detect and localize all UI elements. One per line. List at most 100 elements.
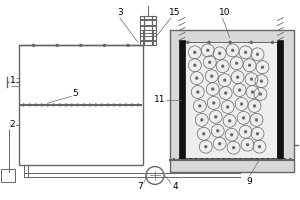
Circle shape: [239, 158, 242, 161]
Circle shape: [212, 158, 214, 161]
Bar: [140, 16, 156, 45]
Circle shape: [278, 158, 280, 161]
Circle shape: [244, 51, 247, 54]
Circle shape: [223, 79, 226, 82]
Text: 4: 4: [172, 182, 178, 191]
Circle shape: [248, 64, 251, 67]
Circle shape: [261, 66, 264, 69]
Circle shape: [272, 158, 275, 161]
Text: 5: 5: [73, 89, 78, 98]
Circle shape: [258, 145, 261, 148]
Circle shape: [184, 158, 186, 161]
Circle shape: [246, 143, 249, 146]
Circle shape: [103, 44, 106, 47]
Circle shape: [216, 129, 219, 132]
Circle shape: [284, 158, 286, 161]
Circle shape: [214, 115, 217, 118]
Circle shape: [200, 118, 203, 121]
Circle shape: [229, 41, 232, 44]
Circle shape: [113, 104, 115, 106]
Circle shape: [40, 104, 43, 106]
Circle shape: [234, 158, 236, 161]
Bar: [19, 45, 143, 165]
Circle shape: [251, 91, 254, 94]
Circle shape: [22, 104, 25, 106]
Circle shape: [260, 80, 263, 83]
Circle shape: [64, 104, 67, 106]
Circle shape: [89, 104, 91, 106]
Text: 1: 1: [10, 76, 16, 85]
Circle shape: [146, 167, 164, 184]
Circle shape: [271, 41, 274, 44]
Circle shape: [212, 101, 215, 104]
Circle shape: [178, 158, 181, 161]
Circle shape: [211, 88, 214, 91]
Text: 15: 15: [169, 8, 181, 17]
Circle shape: [217, 158, 219, 161]
Circle shape: [245, 158, 247, 161]
Circle shape: [58, 104, 61, 106]
Text: 9: 9: [247, 177, 252, 186]
Text: 3: 3: [117, 8, 123, 17]
Circle shape: [230, 133, 233, 136]
Circle shape: [125, 104, 127, 106]
Circle shape: [196, 91, 199, 94]
Circle shape: [242, 116, 245, 119]
Circle shape: [195, 158, 197, 161]
Circle shape: [208, 61, 211, 64]
Circle shape: [28, 104, 31, 106]
Circle shape: [256, 53, 259, 56]
Text: 11: 11: [154, 95, 166, 104]
Circle shape: [202, 132, 205, 135]
Circle shape: [224, 92, 227, 95]
Text: 7: 7: [137, 182, 143, 191]
Circle shape: [259, 93, 262, 96]
Circle shape: [79, 44, 82, 47]
Circle shape: [256, 158, 258, 161]
Circle shape: [198, 104, 201, 107]
Circle shape: [173, 158, 175, 161]
Circle shape: [238, 89, 241, 92]
Circle shape: [240, 102, 243, 105]
Circle shape: [236, 76, 239, 79]
Circle shape: [127, 44, 130, 47]
Text: 10: 10: [219, 8, 230, 17]
Circle shape: [52, 104, 55, 106]
Circle shape: [244, 130, 247, 133]
Circle shape: [200, 158, 203, 161]
Circle shape: [250, 158, 253, 161]
Circle shape: [206, 49, 209, 52]
Circle shape: [95, 104, 97, 106]
Circle shape: [267, 158, 269, 161]
Circle shape: [231, 49, 234, 52]
Circle shape: [208, 41, 211, 44]
Circle shape: [186, 41, 189, 44]
Circle shape: [235, 62, 238, 65]
Circle shape: [261, 158, 264, 161]
Circle shape: [218, 142, 221, 145]
Circle shape: [250, 78, 253, 81]
Circle shape: [82, 104, 85, 106]
Bar: [278, 40, 284, 160]
Circle shape: [218, 52, 221, 55]
Text: 2: 2: [10, 120, 16, 129]
Circle shape: [32, 44, 35, 47]
Circle shape: [195, 77, 198, 80]
Circle shape: [46, 104, 49, 106]
Circle shape: [223, 158, 225, 161]
Circle shape: [250, 41, 253, 44]
Circle shape: [193, 64, 196, 67]
Bar: [183, 42, 278, 158]
Circle shape: [210, 75, 213, 78]
Circle shape: [193, 51, 196, 54]
Circle shape: [228, 158, 230, 161]
Circle shape: [34, 104, 37, 106]
Circle shape: [226, 105, 229, 108]
Circle shape: [107, 104, 109, 106]
Circle shape: [189, 158, 192, 161]
Circle shape: [206, 158, 208, 161]
Circle shape: [131, 104, 133, 106]
Circle shape: [119, 104, 121, 106]
Circle shape: [255, 118, 258, 121]
Circle shape: [232, 146, 235, 149]
